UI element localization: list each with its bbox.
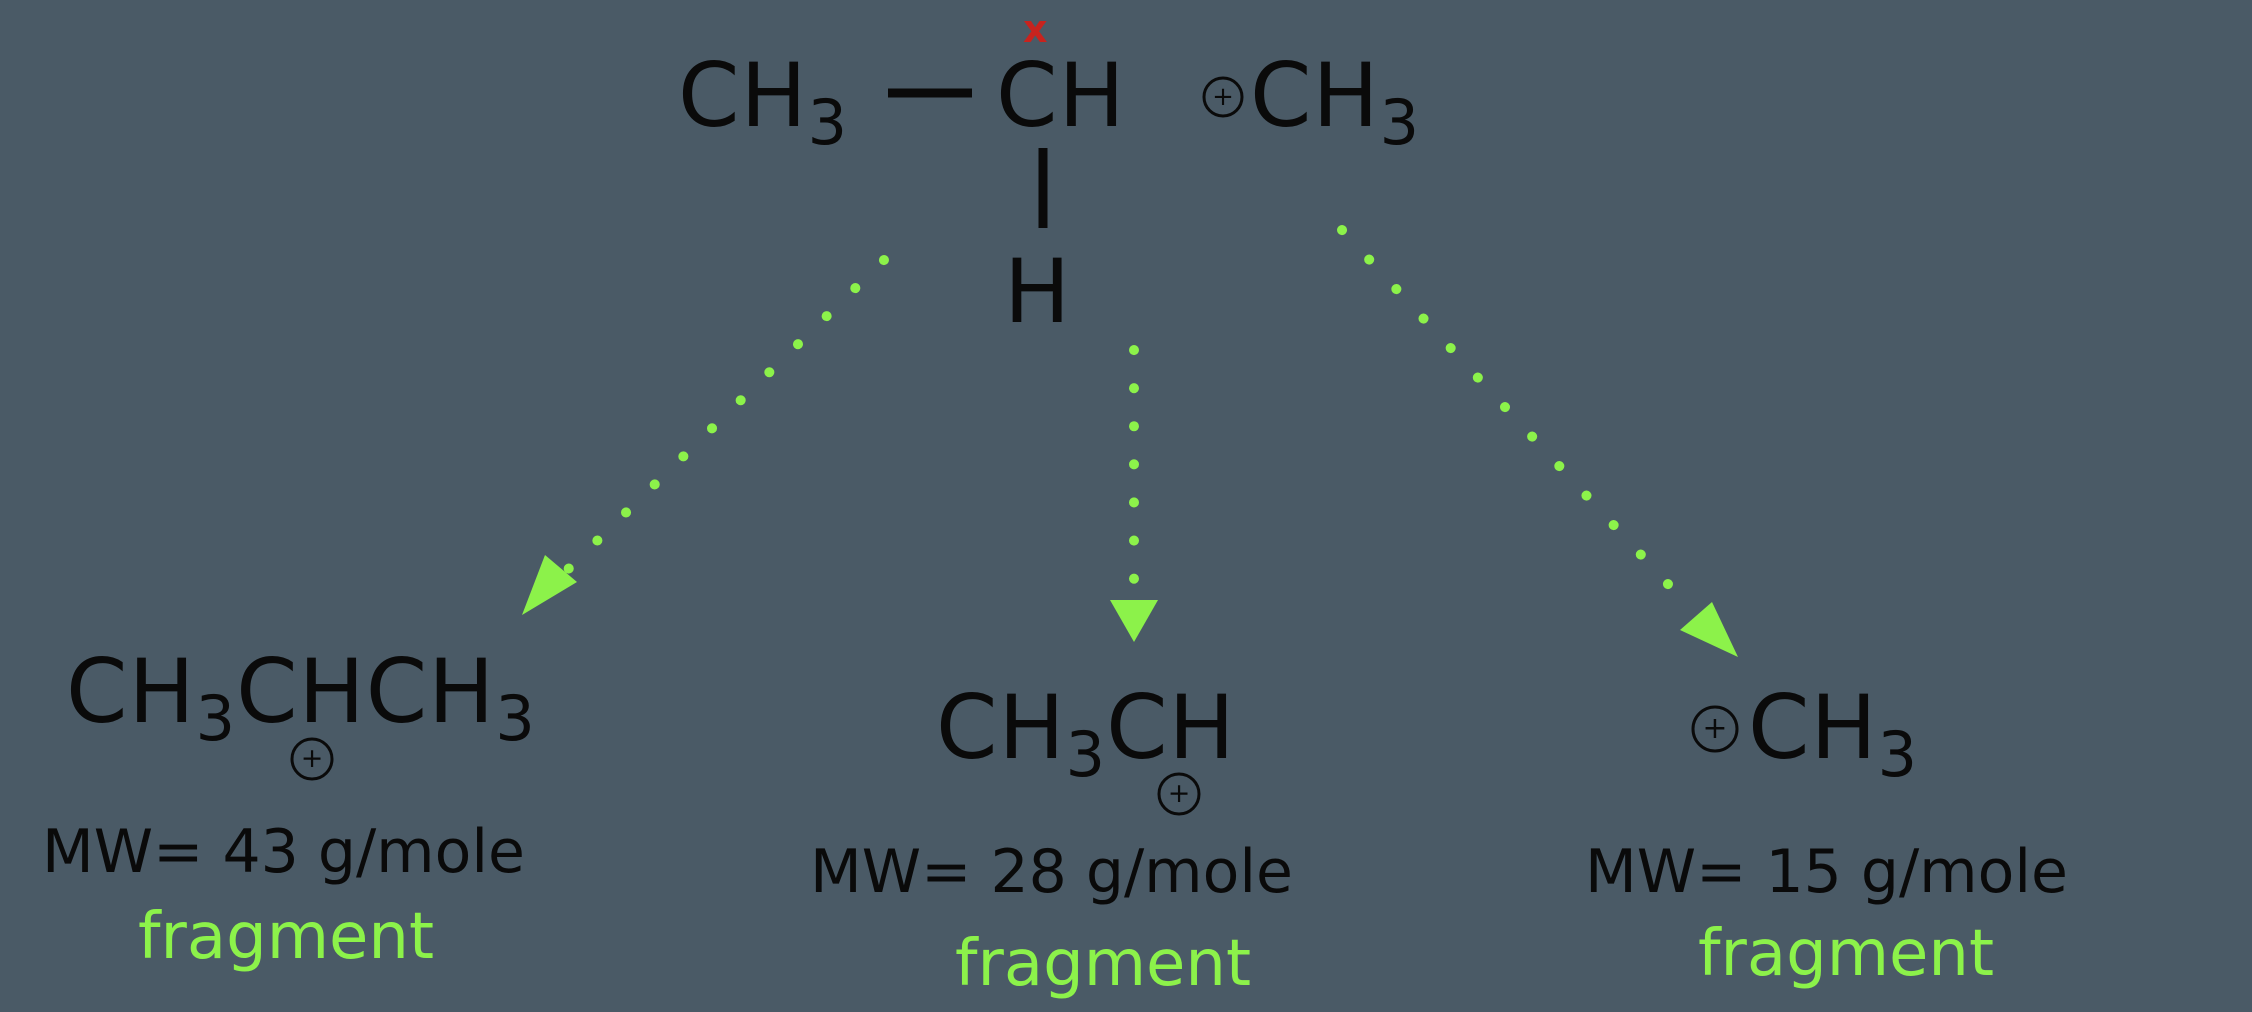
parent-left-methyl-ch: CH	[678, 44, 808, 147]
fragment-2-part: CH	[936, 676, 1066, 779]
fragment-2-label: fragment	[955, 927, 1252, 1001]
fragment-3-part: CH	[1748, 676, 1878, 779]
arrow-center-head	[1110, 600, 1158, 642]
fragment-3-mw: MW= 15 g/mole	[1585, 837, 2068, 907]
fragment-2-mw: MW= 28 g/mole	[810, 837, 1293, 907]
fragment-1-label: fragment	[138, 900, 435, 974]
fragment-1-part: CH	[66, 640, 196, 743]
fragment-3-charge-icon: +	[1691, 705, 1739, 753]
arrow-left-head	[522, 555, 577, 615]
fragment-1-formula: CH3CHCH3	[66, 648, 536, 750]
fragment-1-subscript: 3	[195, 682, 237, 755]
fragment-1-mw: MW= 43 g/mole	[42, 817, 525, 887]
parent-charge-sign: +	[1212, 82, 1234, 112]
arrow-left	[522, 255, 889, 615]
fragment-2-charge-icon: +	[1157, 772, 1201, 816]
fragment-1-charge-icon: +	[290, 737, 334, 781]
fragment-1-charge-sign: +	[301, 743, 324, 774]
parent-left-methyl-subscript: 3	[807, 86, 849, 159]
fragment-3-label: fragment	[1698, 917, 1995, 991]
radical-mark: x	[1023, 7, 1048, 51]
parent-bottom-h: H	[1004, 240, 1072, 343]
parent-left-methyl: CH3	[678, 52, 848, 154]
fragment-1-subscript: 3	[495, 682, 536, 755]
parent-right-methyl-ch: CH	[1250, 44, 1380, 147]
fragment-3-formula: CH3	[1748, 684, 1918, 786]
fragment-3-subscript: 3	[1877, 718, 1919, 791]
parent-charge-icon: +	[1202, 76, 1244, 118]
arrow-right	[1337, 225, 1738, 657]
parent-right-methyl-subscript: 3	[1379, 86, 1421, 159]
parent-center-ch: CH	[996, 44, 1126, 147]
arrow-right-head	[1680, 602, 1738, 657]
fragment-3-charge-sign: +	[1702, 711, 1727, 746]
fragment-2-charge-sign: +	[1168, 778, 1191, 809]
fragment-2-subscript: 3	[1065, 718, 1107, 791]
arrow-center	[1110, 345, 1158, 642]
parent-right-methyl: CH3	[1250, 52, 1420, 154]
fragment-2-part: CH	[1106, 676, 1236, 779]
fragment-1-part: CHCH	[236, 640, 496, 743]
fragment-2-formula: CH3CH	[936, 684, 1236, 786]
